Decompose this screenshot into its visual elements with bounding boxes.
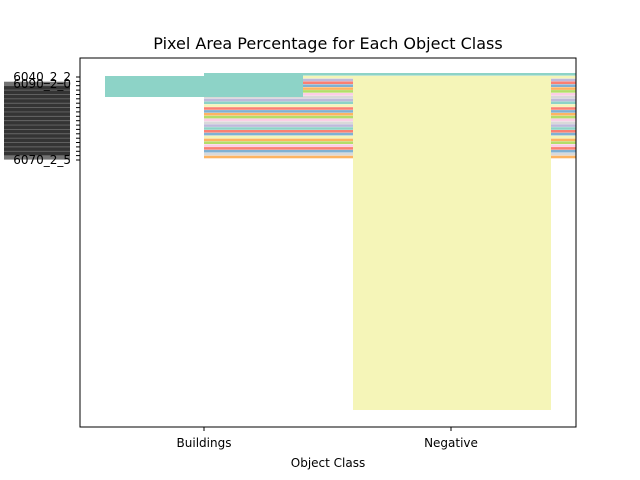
x-tick-label: Negative xyxy=(424,436,478,450)
y-tick-label-overlap xyxy=(4,147,70,156)
y-tick-label-overlap xyxy=(4,129,70,138)
y-tick-label-overlap xyxy=(4,116,70,125)
y-tick-label-overlap xyxy=(4,99,70,108)
chart-title: Pixel Area Percentage for Each Object Cl… xyxy=(153,34,502,53)
y-tick-label-overlap xyxy=(4,134,70,143)
plot-frame xyxy=(79,57,577,428)
y-tick-label-overlap xyxy=(4,138,70,147)
y-axis-ticks: 6040_2_26090_2_06070_2_5 xyxy=(4,70,80,167)
y-tick-label-overlap xyxy=(4,151,70,160)
x-tick-label: Buildings xyxy=(177,436,232,450)
x-axis-ticks: Buildings Negative xyxy=(177,427,478,450)
y-tick-label: 6040_2_2 xyxy=(13,70,71,84)
x-axis-label: Object Class xyxy=(291,456,365,470)
y-tick-label-overlap xyxy=(4,125,70,134)
y-tick-label-overlap xyxy=(4,103,70,112)
bar-negative xyxy=(353,76,551,410)
y-tick-label-overlap xyxy=(4,112,70,121)
y-tick-label-overlap xyxy=(4,94,70,103)
bar-buildings xyxy=(204,74,303,92)
y-tick-label-overlap xyxy=(4,90,70,99)
stripe-band xyxy=(204,73,576,76)
bar-layer xyxy=(105,74,551,410)
y-tick-label-overlap xyxy=(4,107,70,116)
y-tick-label-overlap xyxy=(4,121,70,130)
y-tick-label-overlap xyxy=(4,86,70,95)
y-tick-label-overlap xyxy=(4,81,70,90)
y-tick-label-overlap xyxy=(4,142,70,151)
